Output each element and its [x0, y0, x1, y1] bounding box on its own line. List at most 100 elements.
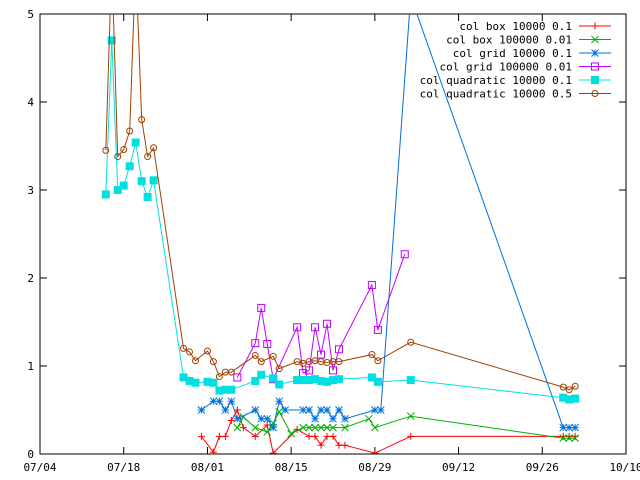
legend-label: col box 10000 0.1 — [459, 20, 572, 33]
data-point — [275, 380, 284, 389]
x-tick-label: 07/04 — [23, 461, 56, 474]
series-2 — [197, 14, 580, 432]
legend-label: col quadratic 10000 0.1 — [420, 74, 572, 87]
data-point — [221, 406, 230, 414]
data-point — [335, 406, 343, 414]
data-point — [311, 323, 320, 332]
data-point — [257, 370, 266, 379]
data-point — [227, 368, 235, 376]
series-1 — [233, 407, 580, 443]
data-point — [257, 358, 265, 366]
y-tick-label: 1 — [27, 360, 34, 373]
data-point — [407, 338, 415, 346]
legend-label: col grid 10000 0.1 — [453, 47, 572, 60]
data-point — [406, 412, 415, 421]
data-point — [239, 424, 247, 432]
data-point — [119, 181, 128, 190]
series-0 — [197, 406, 579, 454]
legend-label: col quadratic 10000 0.5 — [420, 88, 572, 101]
axis-ticks: 0 1 2 3 4 5 07/04 07/18 08/01 08/15 08/29 09/12 09/2… — [23, 8, 640, 474]
data-point — [407, 432, 415, 440]
legend-label: col box 100000 0.01 — [446, 34, 572, 47]
data-point — [275, 397, 284, 406]
data-point — [368, 351, 376, 359]
data-point — [203, 347, 211, 355]
data-point — [149, 176, 158, 185]
x-tick-label: 08/29 — [358, 461, 391, 474]
x-tick-label: 08/15 — [275, 461, 308, 474]
series-line — [236, 410, 576, 439]
data-point — [227, 417, 235, 425]
data-point — [311, 423, 319, 432]
data-point — [102, 146, 110, 154]
data-point — [305, 432, 313, 440]
data-point — [311, 414, 319, 423]
data-point — [329, 432, 337, 440]
data-point — [251, 432, 259, 440]
data-point — [371, 423, 379, 432]
data-point — [131, 138, 140, 147]
data-point — [215, 432, 223, 440]
data-point — [191, 378, 200, 387]
data-point — [180, 344, 188, 352]
data-point — [251, 339, 260, 348]
data-point — [137, 177, 146, 186]
legend-swatch-marker — [591, 90, 599, 97]
y-tick-label: 3 — [27, 184, 34, 197]
data-point — [138, 116, 146, 124]
legend-swatch-marker — [591, 62, 599, 71]
data-point — [227, 397, 236, 406]
series-layer — [101, 14, 580, 454]
data-point — [287, 429, 295, 438]
data-point — [317, 441, 325, 449]
data-point — [305, 366, 314, 375]
data-point — [400, 250, 409, 259]
data-point — [367, 373, 376, 382]
data-point — [293, 323, 302, 332]
data-point — [257, 303, 266, 312]
data-point — [376, 406, 385, 414]
data-point — [209, 448, 217, 454]
data-point — [329, 423, 337, 432]
data-point — [233, 414, 242, 423]
data-point — [251, 406, 260, 414]
plot-area-frame — [39, 13, 627, 455]
legend-swatch-marker — [591, 49, 599, 57]
legend-swatch-marker — [591, 76, 599, 84]
data-point — [120, 146, 128, 154]
data-point — [281, 406, 290, 414]
data-point — [374, 357, 382, 365]
data-point — [215, 373, 223, 381]
data-point — [305, 406, 313, 414]
data-point — [251, 351, 259, 359]
data-point — [107, 36, 116, 45]
data-point — [233, 406, 241, 414]
data-point — [143, 193, 152, 202]
data-point — [101, 190, 110, 199]
series-5 — [102, 14, 579, 394]
data-point — [341, 441, 349, 449]
data-point — [341, 414, 349, 423]
data-point — [559, 423, 568, 432]
data-point — [209, 378, 218, 387]
data-point — [323, 432, 331, 440]
data-point — [565, 386, 573, 394]
y-tick-label: 0 — [27, 448, 34, 461]
data-point — [565, 434, 574, 443]
data-point — [329, 414, 337, 423]
data-point — [311, 432, 319, 440]
data-point — [191, 357, 199, 365]
data-point — [365, 414, 373, 423]
x-tick-label: 09/12 — [442, 461, 475, 474]
data-point — [559, 383, 567, 391]
y-tick-label: 2 — [27, 272, 34, 285]
data-point — [269, 374, 278, 383]
data-point — [341, 423, 349, 432]
data-point — [571, 423, 580, 432]
data-point — [317, 423, 325, 432]
data-point — [251, 423, 260, 432]
x-tick-label: 08/01 — [191, 461, 224, 474]
legend-label: col grid 100000 0.01 — [440, 61, 572, 74]
